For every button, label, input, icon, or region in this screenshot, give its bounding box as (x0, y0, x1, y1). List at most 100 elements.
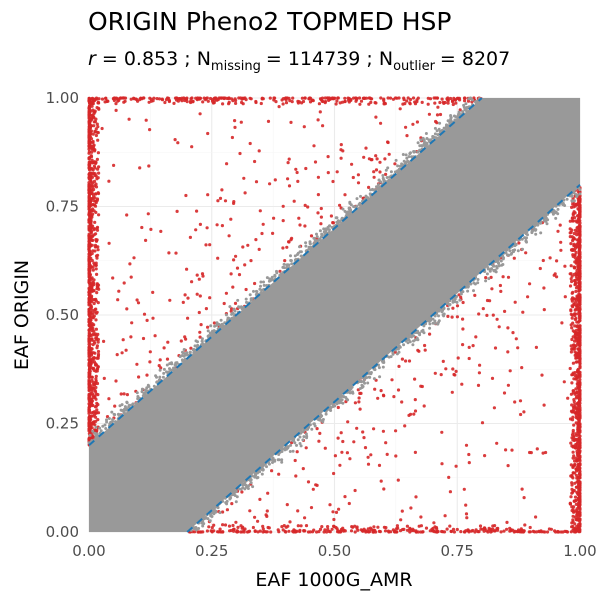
concordant-point (521, 247, 524, 251)
outlier-point (573, 402, 577, 406)
outlier-point (419, 515, 423, 519)
outlier-point (224, 291, 228, 295)
outlier-point (578, 457, 582, 461)
concordant-point (461, 110, 465, 114)
outlier-point (91, 356, 95, 360)
outlier-point (355, 526, 359, 530)
concordant-point (243, 487, 247, 491)
outlier-point (319, 215, 323, 219)
outlier-point (578, 314, 582, 318)
outlier-point (578, 498, 582, 502)
outlier-point (578, 262, 582, 266)
concordant-point (485, 272, 489, 276)
concordant-point (285, 264, 289, 268)
concordant-point (341, 207, 345, 211)
outlier-point (498, 283, 502, 288)
outlier-point (299, 524, 303, 528)
outlier-point (575, 446, 580, 450)
concordant-point (307, 426, 311, 429)
outlier-point (91, 380, 95, 384)
outlier-point (372, 525, 376, 529)
outlier-point (253, 529, 257, 534)
concordant-point (465, 109, 469, 113)
outlier-point (438, 112, 443, 117)
outlier-point (213, 98, 217, 102)
concordant-point (200, 521, 204, 525)
concordant-point (359, 194, 362, 198)
outlier-point (87, 242, 91, 247)
outlier-point (356, 173, 360, 177)
outlier-point (432, 521, 436, 525)
outlier-point (573, 350, 577, 354)
outlier-point (371, 530, 376, 534)
outlier-point (144, 118, 148, 122)
outlier-point (137, 375, 141, 379)
outlier-point (96, 138, 100, 142)
outlier-point (578, 266, 582, 270)
outlier-point (419, 524, 423, 528)
outlier-point (90, 294, 94, 298)
outlier-point (512, 530, 516, 534)
concordant-point (286, 445, 290, 449)
outlier-point (578, 501, 582, 505)
outlier-point (570, 228, 574, 232)
outlier-point (428, 529, 432, 533)
outlier-point (577, 247, 582, 251)
outlier-point (195, 97, 200, 101)
outlier-point (136, 301, 141, 305)
outlier-point (571, 438, 575, 442)
concordant-point (117, 413, 120, 416)
outlier-point (571, 428, 575, 433)
concordant-point (147, 385, 151, 388)
outlier-point (215, 223, 219, 227)
concordant-point (273, 274, 277, 278)
outlier-point (577, 326, 581, 330)
outlier-point (87, 114, 91, 118)
concordant-point (561, 201, 565, 205)
outlier-point (578, 424, 582, 429)
outlier-point (454, 369, 458, 373)
concordant-point (99, 429, 103, 433)
outlier-point (130, 321, 134, 325)
outlier-point (467, 356, 471, 361)
outlier-point (353, 401, 357, 405)
outlier-point (87, 290, 91, 294)
concordant-point (372, 377, 376, 381)
outlier-point (314, 483, 318, 487)
outlier-point (94, 261, 98, 265)
outlier-point (560, 321, 564, 325)
outlier-point (461, 317, 465, 321)
x-axis-ticks: 0.00 0.25 0.50 0.75 1.00 (72, 542, 596, 560)
outlier-point (87, 388, 91, 393)
outlier-point (343, 100, 347, 104)
outlier-point (463, 99, 467, 103)
outlier-point (384, 526, 388, 530)
outlier-point (92, 116, 96, 120)
outlier-point (340, 100, 345, 104)
concordant-point (111, 418, 115, 421)
outlier-point (572, 237, 576, 241)
outlier-point (197, 277, 201, 281)
outlier-point (90, 347, 94, 351)
outlier-point (287, 240, 291, 244)
outlier-point (464, 512, 469, 516)
outlier-point (190, 280, 194, 284)
outlier-point (358, 391, 362, 395)
outlier-point (404, 125, 408, 129)
concordant-point (192, 526, 196, 530)
outlier-point (572, 231, 576, 236)
outlier-point (241, 245, 245, 249)
concordant-point (462, 103, 466, 107)
outlier-point (577, 419, 581, 423)
outlier-point (88, 228, 92, 232)
concordant-point (363, 377, 367, 381)
concordant-point (531, 229, 535, 233)
chart-title: ORIGIN Pheno2 TOPMED HSP (88, 7, 451, 36)
outlier-point (87, 137, 91, 141)
outlier-point (105, 415, 110, 419)
outlier-point (446, 314, 450, 318)
outlier-point (124, 348, 128, 352)
outlier-point (282, 524, 286, 528)
outlier-point (316, 175, 320, 179)
outlier-point (578, 378, 582, 382)
